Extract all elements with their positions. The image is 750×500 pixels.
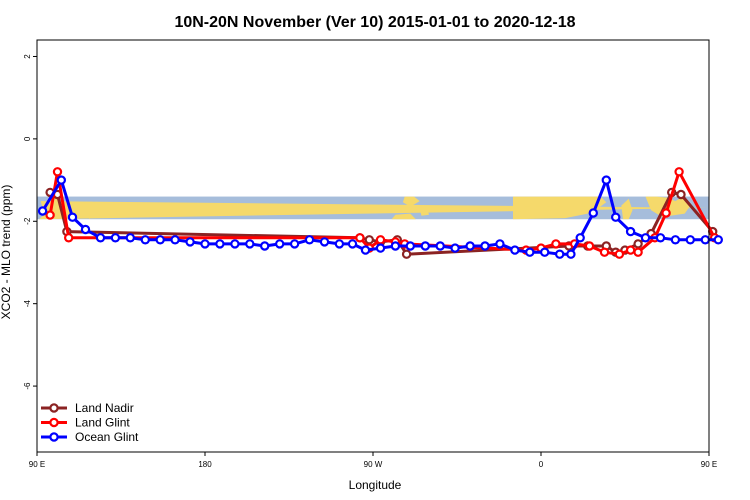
legend-item-land-glint: Land Glint bbox=[41, 416, 130, 430]
land-glint-point bbox=[674, 167, 684, 177]
ocean-glint-point bbox=[155, 235, 165, 245]
land-glint-point bbox=[614, 249, 625, 259]
ocean-glint-point bbox=[275, 239, 285, 249]
ocean-glint-point bbox=[37, 206, 48, 216]
ocean-glint-point bbox=[230, 239, 240, 249]
ocean-glint-point bbox=[289, 239, 300, 249]
ocean-glint-point bbox=[260, 241, 270, 251]
ocean-glint-point bbox=[215, 239, 225, 249]
ocean-glint-point bbox=[95, 233, 106, 243]
x-tick-label: 90 E bbox=[701, 460, 717, 469]
ocean-glint-point bbox=[319, 237, 330, 247]
y-tick-label: 0 bbox=[23, 136, 32, 141]
ocean-glint-point bbox=[685, 235, 696, 245]
ocean-glint-point bbox=[670, 235, 681, 245]
ocean-glint-point bbox=[713, 235, 724, 245]
ocean-glint-point bbox=[575, 233, 585, 243]
land-nadir-point bbox=[364, 235, 374, 245]
land-glint-point bbox=[625, 245, 636, 255]
ocean-glint-point bbox=[480, 241, 490, 251]
legend-label: Land Glint bbox=[75, 416, 130, 430]
ocean-glint-point bbox=[450, 243, 460, 253]
ocean-glint-point bbox=[700, 235, 711, 245]
ocean-glint-point bbox=[334, 239, 345, 249]
land-glint-point bbox=[599, 247, 610, 257]
x-tick-label: 90 E bbox=[29, 460, 45, 469]
y-axis: 2 0 -2 -4 -6 bbox=[23, 54, 37, 390]
ocean-glint-point bbox=[420, 241, 430, 251]
ocean-glint-point bbox=[360, 245, 371, 255]
ocean-glint-point bbox=[566, 249, 576, 259]
chart-title: 10N-20N November (Ver 10) 2015-01-01 to … bbox=[174, 14, 575, 31]
x-axis-label: Longitude bbox=[349, 478, 402, 492]
legend-item-land-nadir: Land Nadir bbox=[41, 401, 134, 415]
ocean-glint-point bbox=[304, 235, 315, 245]
ocean-glint-point bbox=[435, 241, 445, 251]
land-glint-point bbox=[661, 208, 671, 218]
land-glint-point bbox=[584, 241, 595, 251]
land-glint-point bbox=[375, 235, 386, 245]
land-glint-point bbox=[52, 167, 63, 177]
land-nadir-point bbox=[401, 249, 412, 259]
x-axis: 90 E 180 90 W 0 90 E bbox=[29, 452, 717, 469]
ocean-glint-point bbox=[588, 208, 599, 218]
ocean-glint-point bbox=[375, 243, 386, 253]
plot-area bbox=[37, 167, 724, 259]
y-tick-label: -6 bbox=[23, 382, 32, 390]
ocean-glint-point bbox=[640, 233, 651, 243]
ocean-glint-point bbox=[405, 241, 415, 251]
y-tick-label: -2 bbox=[23, 217, 32, 225]
ocean-glint-point bbox=[67, 212, 78, 222]
ocean-glint-point bbox=[655, 233, 666, 243]
x-tick-label: 0 bbox=[539, 460, 544, 469]
ocean-glint-point bbox=[495, 239, 505, 249]
y-tick-label: 2 bbox=[23, 54, 32, 59]
ocean-glint-point bbox=[200, 239, 210, 249]
ocean-glint-point bbox=[555, 249, 565, 259]
ocean-glint-point bbox=[347, 239, 358, 249]
y-axis-label: XCO2 - MLO trend (ppm) bbox=[0, 185, 13, 320]
ocean-glint-point bbox=[110, 233, 121, 243]
ocean-glint-point bbox=[611, 212, 621, 222]
ocean-glint-point bbox=[525, 247, 535, 257]
legend-marker bbox=[49, 417, 59, 428]
y-tick-label: -4 bbox=[23, 300, 32, 308]
ocean-glint-point bbox=[125, 233, 136, 243]
ocean-glint-point bbox=[601, 175, 612, 185]
land-nadir-point bbox=[633, 239, 643, 249]
land-glint-point bbox=[551, 239, 561, 249]
land-glint-point bbox=[45, 210, 55, 220]
ocean-glint-point bbox=[56, 175, 67, 185]
ocean-glint-point bbox=[390, 241, 401, 251]
land-glint-point bbox=[63, 233, 74, 243]
ocean-glint-point bbox=[185, 237, 195, 247]
land-glint-point bbox=[633, 247, 643, 257]
x-tick-label: 90 W bbox=[364, 460, 383, 469]
legend-label: Land Nadir bbox=[75, 401, 134, 415]
x-tick-label: 180 bbox=[198, 460, 212, 469]
map-band-land bbox=[402, 196, 420, 207]
map-band-land bbox=[391, 213, 416, 220]
ocean-glint-point bbox=[510, 245, 520, 255]
land-nadir-point bbox=[676, 189, 686, 200]
legend-marker bbox=[49, 432, 59, 442]
ocean-glint-point bbox=[245, 239, 255, 249]
ocean-glint-point bbox=[540, 247, 550, 257]
legend-label: Ocean Glint bbox=[75, 430, 139, 444]
ocean-glint-point bbox=[140, 235, 150, 245]
ocean-glint-point bbox=[465, 241, 475, 251]
ocean-glint-point bbox=[80, 224, 91, 235]
land-glint-point bbox=[355, 233, 365, 243]
ocean-glint-point bbox=[170, 235, 180, 245]
legend-marker bbox=[49, 403, 59, 413]
legend-item-ocean-glint: Ocean Glint bbox=[41, 430, 139, 444]
map-band-land bbox=[38, 201, 708, 220]
ocean-glint-point bbox=[625, 226, 636, 237]
